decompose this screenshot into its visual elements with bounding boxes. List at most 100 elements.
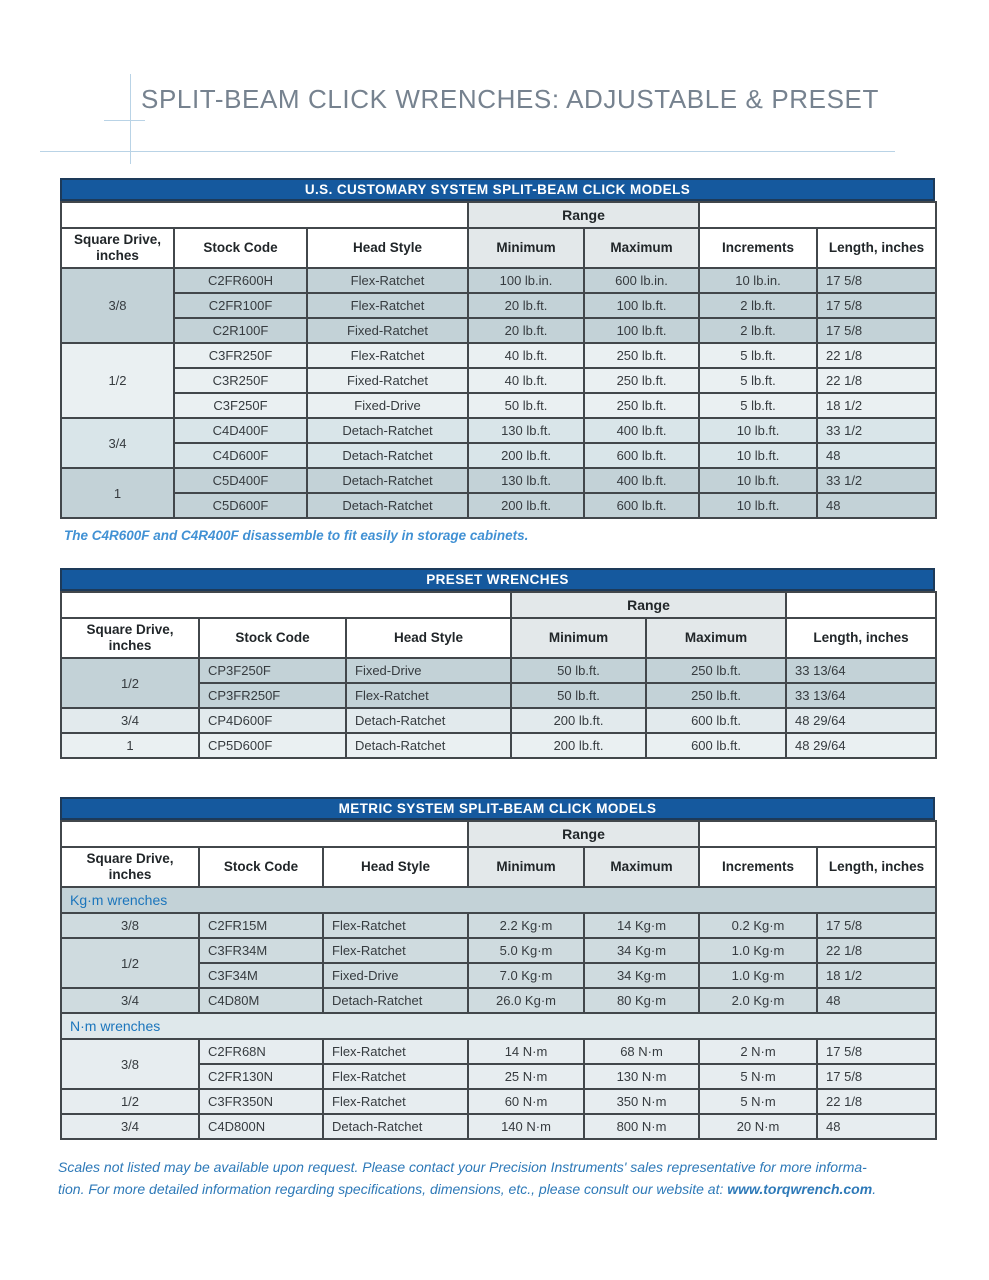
footer-suffix: . [872, 1180, 877, 1197]
table-cell: 22 1/8 [816, 342, 938, 369]
table-cell: 200 lb.ft. [467, 442, 585, 469]
table-row: 3/4 CP4D600F Detach-Ratchet 200 lb.ft. 600 l… [60, 707, 938, 734]
table-cell: Fixed-Ratchet [306, 367, 469, 394]
table-row: CP3FR250F Flex-Ratchet 50 lb.ft. 250 lb.ft.… [61, 682, 938, 709]
table-cell: 40 lb.ft. [467, 367, 585, 394]
table-cell: 600 lb.ft. [644, 707, 788, 734]
column-header: Length, inches [785, 617, 938, 659]
table-cell: Flex-Ratchet [345, 682, 512, 709]
column-header: Minimum [510, 617, 647, 659]
table-cell: C3F250F [173, 392, 308, 419]
table-cell: 14 Kg·m [582, 912, 701, 939]
table-cell: 25 N·m [467, 1063, 585, 1090]
table-cell: C5D400F [173, 467, 308, 494]
table-row: C2R100F Fixed-Ratchet 20 lb.ft. 100 lb.ft. 2… [61, 317, 938, 344]
table-cell: 2 N·m [698, 1038, 819, 1065]
table-cell: CP4D600F [198, 707, 347, 734]
us-customary-table: Range Square Drive, inches Stock Code Head … [60, 201, 938, 519]
blank-cell [60, 201, 469, 229]
table-row: 1/2 C3FR250F Flex-Ratchet 40 lb.ft. 250 lb.f… [60, 342, 938, 419]
table-cell: 20 N·m [698, 1113, 819, 1140]
column-header: Increments [698, 227, 819, 269]
table-cell: CP3FR250F [198, 682, 347, 709]
header-rule-line [40, 151, 895, 152]
table-cell: 200 lb.ft. [467, 492, 585, 519]
drive-size-cell: 1 [60, 732, 200, 759]
column-header: Minimum [467, 846, 585, 888]
table-cell: 48 [816, 1113, 938, 1140]
table-cell: Flex-Ratchet [322, 1063, 469, 1090]
column-header: Stock Code [173, 227, 308, 269]
table-cell: Flex-Ratchet [322, 1088, 469, 1115]
table-cell: 10 lb.ft. [698, 417, 819, 444]
header-row: Square Drive, inches Stock Code Head Style… [60, 227, 938, 269]
table-row: 3/8 C2FR600H Flex-Ratchet 100 lb.in. 600 lb.… [60, 267, 938, 344]
table-cell: Fixed-Drive [306, 392, 469, 419]
table-cell: C2R100F [173, 317, 308, 344]
table-cell: 18 1/2 [816, 962, 938, 989]
table-cell: Flex-Ratchet [306, 292, 469, 319]
section-row: N·m wrenches [59, 1012, 938, 1040]
website-link[interactable]: www.torqwrench.com [727, 1180, 873, 1197]
table-row: 1/2 C3FR34M Flex-Ratchet 5.0 Kg·m 34 Kg·m 1.0… [60, 937, 938, 989]
table-cell: C2FR100F [173, 292, 308, 319]
table-cell: 17 5/8 [816, 267, 938, 294]
table-cell: C3FR34M [198, 937, 324, 964]
section-label: Kg·m wrenches [59, 886, 938, 914]
table-cell: 600 lb.in. [582, 267, 701, 294]
table-cell: 2 lb.ft. [698, 317, 819, 344]
range-header-cell: Range [466, 820, 701, 848]
table-cell: 33 13/64 [785, 657, 938, 684]
drive-size-cell: 3/4 [60, 417, 175, 469]
table-cell: Detach-Ratchet [306, 442, 469, 469]
blank-cell [698, 820, 938, 848]
us-customary-table-block: U.S. CUSTOMARY SYSTEM SPLIT-BEAM CLICK M… [60, 178, 938, 543]
drive-size-cell: 3/8 [60, 1038, 200, 1090]
column-header: Square Drive, inches [60, 227, 175, 269]
section-label: N·m wrenches [59, 1012, 938, 1040]
table-cell: 10 lb.ft. [698, 492, 819, 519]
table-cell: 5 lb.ft. [698, 367, 819, 394]
table-cell: 80 Kg·m [582, 987, 701, 1014]
table-cell: C3FR250F [173, 342, 308, 369]
table-row: C5D600F Detach-Ratchet 200 lb.ft. 600 lb.ft… [61, 492, 938, 519]
table-cell: C4D600F [173, 442, 308, 469]
blank-cell [698, 201, 938, 229]
table-cell: 40 lb.ft. [467, 342, 585, 369]
table-cell: Fixed-Drive [345, 657, 512, 684]
column-header: Maximum [644, 617, 788, 659]
table-cell: C4D400F [173, 417, 308, 444]
column-header: Square Drive, inches [60, 846, 200, 888]
table-cell: 50 lb.ft. [510, 657, 647, 684]
table-cell: 5 N·m [698, 1088, 819, 1115]
table-cell: 140 N·m [467, 1113, 585, 1140]
table-cell: C4D80M [198, 987, 324, 1014]
drive-size-cell: 1/2 [60, 657, 200, 709]
table-row: 1 CP5D600F Detach-Ratchet 200 lb.ft. 600 lb.… [60, 732, 938, 759]
header-row: Square Drive, inches Stock Code Head Style… [60, 846, 938, 888]
table-cell: Detach-Ratchet [345, 732, 512, 759]
table-cell: 100 lb.ft. [582, 292, 701, 319]
table-cell: 50 lb.ft. [510, 682, 647, 709]
table-cell: CP3F250F [198, 657, 347, 684]
table-cell: C3R250F [173, 367, 308, 394]
table-cell: 34 Kg·m [582, 962, 701, 989]
table-row: C4D600F Detach-Ratchet 200 lb.ft. 600 lb.ft… [61, 442, 938, 469]
table-cell: C3F34M [198, 962, 324, 989]
table-cell: 33 1/2 [816, 417, 938, 444]
table-row: C2FR100F Flex-Ratchet 20 lb.ft. 100 lb.ft. 2… [61, 292, 938, 319]
table-cell: C2FR600H [173, 267, 308, 294]
table-cell: 600 lb.ft. [582, 442, 701, 469]
footer-line2: tion. For more detailed information rega… [58, 1180, 728, 1197]
table-cell: Flex-Ratchet [322, 1038, 469, 1065]
table-cell: C2FR68N [198, 1038, 324, 1065]
table-cell: 1.0 Kg·m [698, 962, 819, 989]
header-row: Square Drive, inches Stock Code Head Style… [60, 617, 938, 659]
column-header: Length, inches [816, 227, 938, 269]
column-header: Length, inches [816, 846, 938, 888]
table-cell: 48 [816, 492, 938, 519]
table-cell: 250 lb.ft. [582, 342, 701, 369]
drive-size-cell: 1 [60, 467, 175, 519]
table-cell: C2FR130N [198, 1063, 324, 1090]
page-title: SPLIT-BEAM CLICK WRENCHES: ADJUSTABLE & … [141, 84, 879, 114]
